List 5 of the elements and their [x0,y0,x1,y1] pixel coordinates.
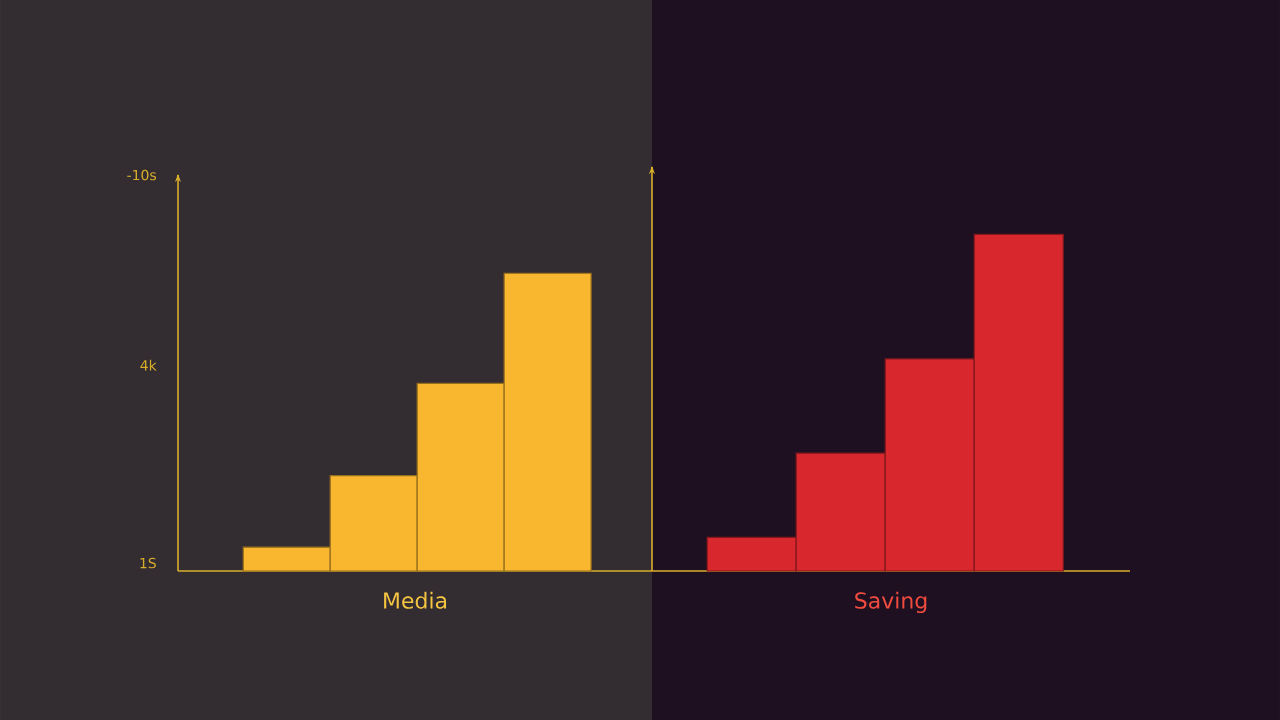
text: 1S [140,557,156,569]
x-axis-title: Media [384,591,447,609]
text: -10s [127,169,157,181]
text: 4k [140,359,157,371]
x-axis-title: Saving [855,591,927,614]
